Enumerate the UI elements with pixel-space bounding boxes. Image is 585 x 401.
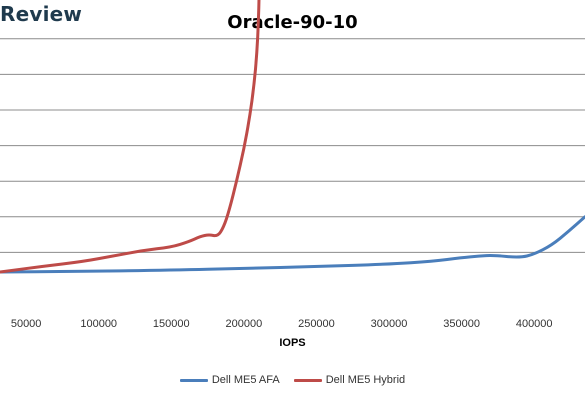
gridlines: [0, 38, 585, 253]
x-tick-label: 250000: [298, 318, 335, 330]
legend-item-afa: Dell ME5 AFA: [179, 374, 280, 386]
brand-logo-text: Review: [0, 2, 83, 26]
legend: Dell ME5 AFA Dell ME5 Hybrid: [0, 374, 585, 386]
legend-label-hybrid: Dell ME5 Hybrid: [325, 374, 406, 386]
x-tick-label: 400000: [516, 318, 553, 330]
x-tick-label: 200000: [226, 318, 263, 330]
legend-swatch-hybrid: [293, 378, 322, 382]
x-tick-labels: 50000 100000 150000 200000 250000 300000 35000…: [11, 318, 553, 330]
series-line-hybrid: [0, 0, 261, 274]
x-tick-label: 50000: [11, 318, 42, 330]
legend-label-afa: Dell ME5 AFA: [211, 374, 280, 386]
series-line-afa: [0, 215, 585, 274]
series-lines: [0, 0, 585, 274]
x-tick-label: 150000: [153, 318, 190, 330]
x-tick-label: 300000: [371, 318, 408, 330]
legend-swatch-afa: [179, 378, 208, 382]
x-tick-label: 350000: [443, 318, 480, 330]
x-axis-title: IOPS: [279, 337, 306, 349]
legend-item-hybrid: Dell ME5 Hybrid: [293, 374, 406, 386]
x-tick-label: 100000: [80, 318, 117, 330]
